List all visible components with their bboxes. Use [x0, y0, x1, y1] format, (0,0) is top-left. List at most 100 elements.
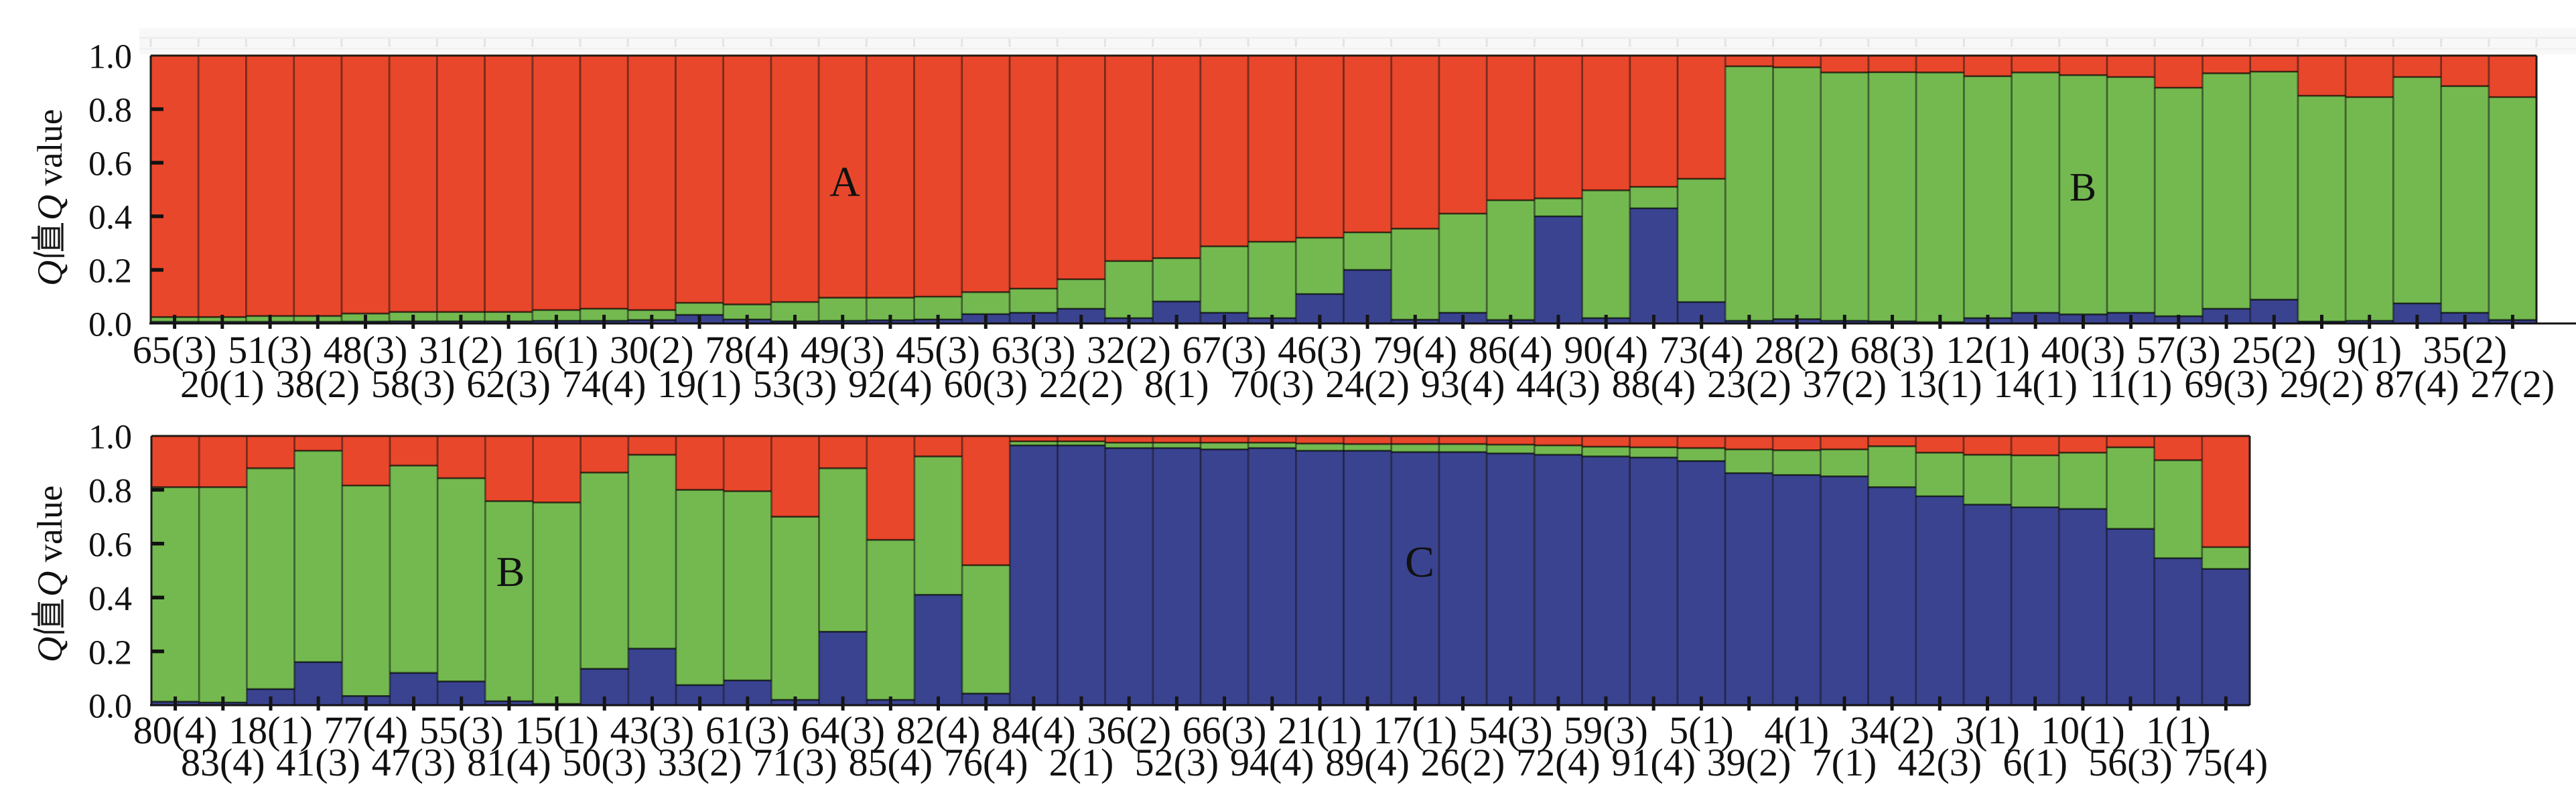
svg-text:8(1): 8(1)	[1144, 362, 1209, 406]
svg-text:88(4): 88(4)	[1612, 362, 1696, 406]
svg-text:72(4): 72(4)	[1516, 741, 1601, 784]
svg-text:0.0: 0.0	[88, 688, 132, 726]
svg-text:73(4): 73(4)	[1659, 328, 1744, 372]
svg-text:68(3): 68(3)	[1850, 328, 1935, 372]
svg-text:24(2): 24(2)	[1325, 362, 1410, 406]
svg-text:86(4): 86(4)	[1469, 328, 1553, 372]
svg-text:45(3): 45(3)	[896, 328, 980, 372]
svg-text:93(4): 93(4)	[1421, 362, 1505, 406]
svg-text:66(3): 66(3)	[1182, 709, 1267, 752]
svg-text:36(2): 36(2)	[1087, 709, 1171, 752]
svg-text:71(3): 71(3)	[753, 741, 837, 784]
svg-text:69(3): 69(3)	[2184, 362, 2268, 406]
svg-text:26(2): 26(2)	[1421, 741, 1505, 784]
svg-text:37(2): 37(2)	[1802, 362, 1887, 406]
svg-text:84(4): 84(4)	[992, 709, 1076, 752]
svg-text:10(1): 10(1)	[2041, 709, 2125, 752]
svg-text:44(3): 44(3)	[1516, 362, 1601, 406]
svg-text:15(1): 15(1)	[515, 709, 599, 752]
svg-text:77(4): 77(4)	[324, 709, 408, 752]
svg-text:0.6: 0.6	[88, 145, 132, 183]
svg-text:B: B	[2070, 165, 2096, 210]
svg-text:55(3): 55(3)	[419, 709, 504, 752]
svg-text:28(2): 28(2)	[1755, 328, 1839, 372]
svg-text:22(2): 22(2)	[1039, 362, 1124, 406]
svg-text:1.0: 1.0	[88, 38, 132, 76]
svg-text:16(1): 16(1)	[515, 328, 599, 372]
svg-text:1.0: 1.0	[88, 419, 132, 457]
svg-text:52(3): 52(3)	[1135, 741, 1219, 784]
svg-text:0.8: 0.8	[88, 92, 132, 130]
svg-text:54(3): 54(3)	[1469, 709, 1553, 752]
svg-text:31(2): 31(2)	[419, 328, 503, 372]
svg-text:B: B	[496, 548, 525, 595]
svg-text:0.2: 0.2	[88, 634, 132, 672]
svg-text:19(1): 19(1)	[657, 362, 742, 406]
svg-text:12(1): 12(1)	[1946, 328, 2030, 372]
svg-text:46(3): 46(3)	[1278, 328, 1362, 372]
svg-text:4(1): 4(1)	[1764, 709, 1829, 752]
svg-text:0.4: 0.4	[88, 580, 132, 618]
svg-text:14(1): 14(1)	[1993, 362, 2078, 406]
svg-text:7(1): 7(1)	[1812, 741, 1877, 784]
svg-text:0.8: 0.8	[88, 472, 132, 510]
svg-text:0.2: 0.2	[88, 252, 132, 291]
svg-text:9(1): 9(1)	[2337, 328, 2402, 372]
svg-text:1(1): 1(1)	[2146, 709, 2211, 752]
svg-text:42(3): 42(3)	[1897, 741, 1982, 784]
svg-text:11(1): 11(1)	[2090, 362, 2172, 406]
svg-text:0.0: 0.0	[88, 306, 132, 344]
svg-text:75(4): 75(4)	[2184, 741, 2268, 784]
svg-text:Q value: Q value	[31, 486, 70, 597]
svg-text:20(1): 20(1)	[180, 362, 265, 406]
svg-text:Q value: Q value	[31, 109, 70, 220]
svg-text:67(3): 67(3)	[1182, 328, 1267, 372]
svg-text:33(2): 33(2)	[658, 741, 742, 784]
svg-text:C: C	[1405, 538, 1434, 587]
svg-text:2(1): 2(1)	[1049, 741, 1114, 784]
svg-text:91(4): 91(4)	[1611, 741, 1696, 784]
svg-text:92(4): 92(4)	[848, 362, 933, 406]
svg-text:49(3): 49(3)	[801, 328, 885, 372]
svg-text:27(2): 27(2)	[2471, 362, 2555, 406]
svg-text:Q: Q	[31, 261, 70, 286]
svg-text:48(3): 48(3)	[324, 328, 408, 372]
svg-text:A: A	[829, 159, 860, 206]
svg-text:6(1): 6(1)	[2003, 741, 2067, 784]
svg-text:17(1): 17(1)	[1373, 709, 1457, 752]
svg-text:56(3): 56(3)	[2088, 741, 2173, 784]
svg-text:35(2): 35(2)	[2423, 328, 2507, 372]
svg-text:57(3): 57(3)	[2137, 328, 2221, 372]
svg-text:21(1): 21(1)	[1278, 709, 1362, 752]
svg-text:29(2): 29(2)	[2280, 362, 2364, 406]
svg-text:47(3): 47(3)	[372, 741, 456, 784]
svg-text:40(3): 40(3)	[2041, 328, 2126, 372]
svg-text:58(3): 58(3)	[371, 362, 456, 406]
svg-text:83(4): 83(4)	[181, 741, 265, 784]
svg-text:62(3): 62(3)	[466, 362, 551, 406]
svg-text:59(3): 59(3)	[1564, 709, 1648, 752]
svg-text:76(4): 76(4)	[944, 741, 1028, 784]
svg-text:38(2): 38(2)	[275, 362, 360, 406]
svg-text:13(1): 13(1)	[1898, 362, 1982, 406]
svg-text:65(3): 65(3)	[133, 328, 217, 372]
svg-text:94(4): 94(4)	[1230, 741, 1314, 784]
svg-text:63(3): 63(3)	[992, 328, 1076, 372]
svg-text:5(1): 5(1)	[1669, 709, 1734, 752]
svg-text:90(4): 90(4)	[1564, 328, 1648, 372]
svg-text:30(2): 30(2)	[610, 328, 694, 372]
svg-text:74(4): 74(4)	[562, 362, 647, 406]
svg-text:3(1): 3(1)	[1955, 709, 2020, 752]
svg-text:0.4: 0.4	[88, 199, 132, 237]
svg-text:81(4): 81(4)	[467, 741, 551, 784]
svg-text:85(4): 85(4)	[848, 741, 933, 784]
svg-text:61(3): 61(3)	[705, 709, 790, 752]
svg-text:78(4): 78(4)	[705, 328, 789, 372]
svg-text:53(3): 53(3)	[753, 362, 837, 406]
svg-text:87(4): 87(4)	[2375, 362, 2459, 406]
svg-text:51(3): 51(3)	[228, 328, 312, 372]
svg-text:50(3): 50(3)	[562, 741, 647, 784]
svg-text:25(2): 25(2)	[2232, 328, 2316, 372]
svg-text:39(2): 39(2)	[1707, 741, 1791, 784]
svg-text:80(4): 80(4)	[133, 709, 218, 752]
